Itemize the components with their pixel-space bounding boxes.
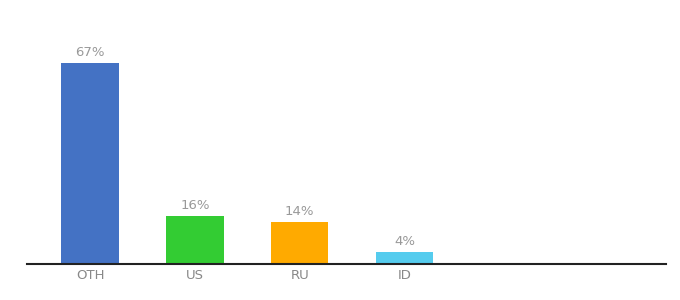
Text: 4%: 4% xyxy=(394,236,415,248)
Text: 67%: 67% xyxy=(75,46,105,59)
Bar xyxy=(166,216,224,264)
Text: 16%: 16% xyxy=(180,200,209,212)
Text: 14%: 14% xyxy=(285,206,314,218)
Bar xyxy=(61,63,119,264)
Bar xyxy=(271,222,328,264)
Bar xyxy=(375,252,433,264)
